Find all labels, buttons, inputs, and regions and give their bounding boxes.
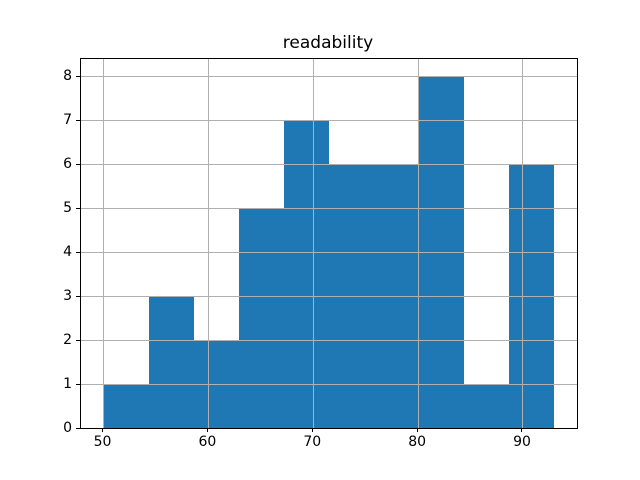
y-tick-mark — [76, 383, 80, 385]
y-gridline — [81, 207, 577, 209]
x-gridline — [522, 58, 524, 429]
y-tick-mark — [76, 339, 80, 341]
y-gridline — [81, 295, 577, 297]
x-tick-label: 60 — [198, 434, 217, 451]
y-tick-label: 2 — [63, 331, 72, 348]
y-tick-mark — [76, 427, 80, 429]
plot-inner — [81, 58, 577, 429]
y-tick-label: 0 — [63, 419, 72, 436]
grid-layer — [81, 58, 577, 429]
histogram-bar — [238, 208, 284, 429]
x-gridline — [312, 58, 314, 429]
y-tick-mark — [76, 295, 80, 297]
x-tick-mark — [206, 428, 208, 433]
x-gridline — [417, 58, 419, 429]
y-tick-label: 7 — [63, 111, 72, 128]
y-tick-mark — [76, 119, 80, 121]
x-tick-label: 50 — [93, 434, 112, 451]
histogram-bar — [103, 384, 149, 429]
y-tick-label: 4 — [63, 243, 72, 260]
y-tick-label: 8 — [63, 67, 72, 84]
y-tick-mark — [76, 251, 80, 253]
y-gridline — [81, 119, 577, 121]
x-tick-mark — [102, 428, 104, 433]
y-gridline — [81, 339, 577, 341]
x-tick-mark — [416, 428, 418, 433]
y-gridline — [81, 251, 577, 253]
y-tick-label: 5 — [63, 199, 72, 216]
y-gridline — [81, 163, 577, 165]
x-tick-label: 70 — [303, 434, 322, 451]
x-tick-label: 80 — [408, 434, 427, 451]
y-tick-label: 1 — [63, 375, 72, 392]
x-gridline — [103, 58, 105, 429]
histogram-bar — [464, 384, 510, 429]
y-gridline — [81, 75, 577, 77]
y-tick-mark — [76, 163, 80, 165]
x-tick-mark — [521, 428, 523, 433]
x-tick-label: 90 — [513, 434, 531, 451]
y-gridline — [81, 383, 577, 385]
histogram-bar — [283, 120, 329, 429]
y-tick-label: 3 — [63, 287, 72, 304]
histogram-bar — [148, 296, 194, 429]
y-tick-mark — [76, 207, 80, 209]
y-gridline — [81, 427, 577, 429]
x-gridline — [207, 58, 209, 429]
plot-area — [80, 57, 578, 430]
x-tick-mark — [311, 428, 313, 433]
y-tick-mark — [76, 75, 80, 77]
y-tick-label: 6 — [63, 155, 72, 172]
chart-title: readability — [282, 33, 374, 53]
